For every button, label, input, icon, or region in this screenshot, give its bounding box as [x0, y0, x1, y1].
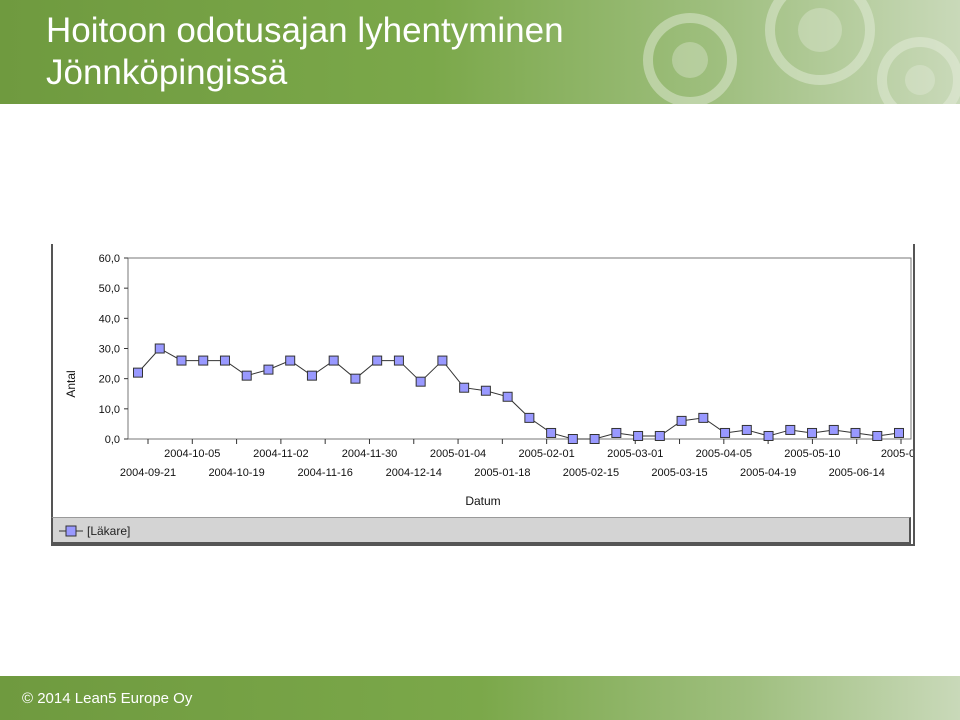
x-tick-label: 2004-09-21: [120, 467, 176, 479]
x-tick-label: 2005-06-14: [829, 467, 885, 479]
data-point: [285, 355, 296, 366]
data-point: [415, 376, 426, 387]
data-point: [807, 427, 818, 438]
data-point: [698, 412, 709, 423]
x-tick-label: 2005-01-18: [474, 467, 530, 479]
data-point: [589, 434, 600, 444]
data-point: [785, 424, 796, 435]
x-tick-label: 2005-04-19: [740, 467, 796, 479]
data-point: [176, 355, 187, 366]
y-tick-label: 50,0: [99, 283, 120, 295]
data-point: [654, 430, 665, 441]
data-point: [437, 355, 448, 366]
data-point: [850, 427, 861, 438]
data-point: [611, 427, 622, 438]
gear-decoration-icon: [643, 0, 960, 104]
data-point: [524, 412, 535, 423]
x-tick-label: 2004-11-16: [297, 467, 352, 479]
y-tick-label: 10,0: [99, 404, 120, 416]
data-point: [219, 355, 230, 366]
title-banner: Hoitoon odotusajan lyhentyminen Jönnköpi…: [0, 0, 960, 104]
x-tick-label: 2005-03-15: [651, 467, 707, 479]
legend-marker-icon: [59, 525, 83, 537]
data-point: [350, 373, 361, 384]
data-point: [828, 424, 839, 435]
x-tick-label: 2005-05-10: [784, 448, 840, 460]
y-tick-label: 20,0: [99, 374, 120, 386]
chart-legend: [Läkare]: [51, 517, 911, 544]
y-tick-label: 40,0: [99, 313, 120, 325]
x-tick-label: 2005-01-04: [430, 448, 486, 460]
y-axis-label: Antal: [64, 370, 78, 397]
x-tick-label: 2004-12-14: [386, 467, 442, 479]
y-tick-label: 0,0: [105, 434, 120, 446]
data-point: [459, 382, 470, 393]
data-point: [372, 355, 383, 366]
x-tick-label: 2005-06: [881, 448, 913, 460]
footer-banner: © 2014 Lean5 Europe Oy: [0, 676, 960, 720]
data-point: [328, 355, 339, 366]
data-point: [133, 367, 143, 378]
data-point: [198, 355, 209, 366]
data-point: [567, 434, 578, 444]
x-tick-label: 2004-11-30: [342, 448, 397, 460]
x-tick-label: 2005-02-15: [563, 467, 619, 479]
data-point: [502, 391, 513, 402]
data-point: [894, 427, 904, 438]
data-point: [676, 415, 687, 426]
data-point: [633, 430, 644, 441]
footer-copyright: © 2014 Lean5 Europe Oy: [22, 690, 193, 707]
slide-title-line2: Jönnköpingissä: [46, 53, 288, 92]
y-tick-label: 60,0: [99, 253, 120, 265]
data-point: [546, 427, 557, 438]
data-point: [306, 370, 317, 381]
y-tick-label: 30,0: [99, 344, 120, 356]
data-point: [154, 343, 165, 354]
data-point: [263, 364, 274, 375]
slide-title: Hoitoon odotusajan lyhentyminen Jönnköpi…: [46, 10, 564, 94]
data-point: [393, 355, 404, 366]
data-point: [720, 427, 731, 438]
series-line: [137, 347, 900, 440]
data-point: [872, 430, 883, 441]
plot-frame: [127, 257, 912, 440]
legend-series-label: [Läkare]: [87, 524, 131, 538]
x-tick-label: 2005-04-05: [696, 448, 752, 460]
x-tick-label: 2004-10-19: [208, 467, 264, 479]
data-point: [741, 424, 752, 435]
x-axis-label: Datum: [465, 494, 500, 508]
data-point: [763, 430, 774, 441]
x-tick-label: 2005-02-01: [519, 448, 575, 460]
x-tick-label: 2004-11-02: [253, 448, 308, 460]
x-tick-label: 2005-03-01: [607, 448, 663, 460]
chart-panel: 0,0 10,0 20,0 30,0 40,0 50,0 60,0 2004-09-21 200…: [51, 244, 915, 546]
data-point: [241, 370, 252, 381]
x-tick-label: 2004-10-05: [164, 448, 220, 460]
line-chart: 0,0 10,0 20,0 30,0 40,0 50,0 60,0 2004-09-21 200…: [64, 253, 913, 508]
data-point: [480, 385, 491, 396]
slide-title-line1: Hoitoon odotusajan lyhentyminen: [46, 11, 564, 50]
